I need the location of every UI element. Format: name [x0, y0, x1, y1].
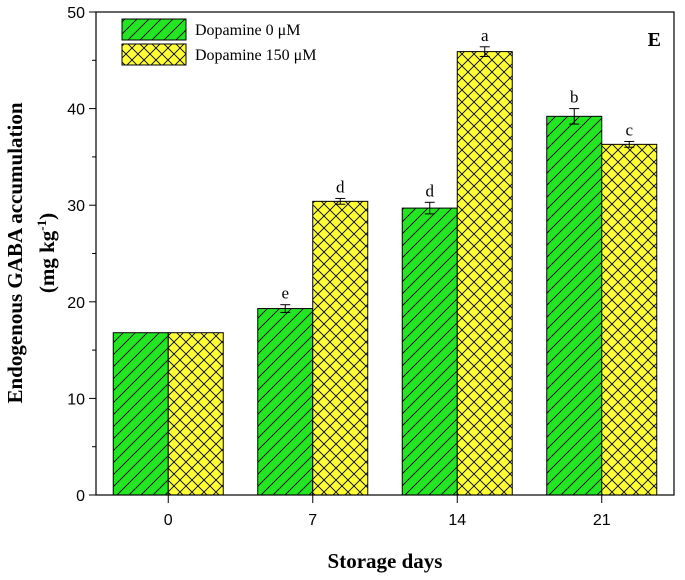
y-tick-label-0: 0: [76, 488, 85, 505]
bar-s1-day-21: [601, 143, 658, 496]
y-axis-ticks: 0 10 20 30 40 50: [67, 5, 96, 505]
error-bars-layer: [280, 46, 635, 313]
bar-s0-day-21: [546, 115, 603, 496]
error-bar-s0-day-14: [424, 201, 435, 215]
error-bar-s0-day-7: [280, 304, 291, 313]
bars-layer: [112, 51, 658, 496]
x-tick-label-21: 21: [593, 512, 611, 529]
legend: Dopamine 0 μM Dopamine 150 μM: [121, 18, 316, 66]
legend-label-series-0: Dopamine 0 μM: [195, 22, 300, 39]
bar-s1-day-7: [312, 200, 369, 496]
bar-s0-day-14: [401, 207, 458, 496]
y-tick-label-40: 40: [67, 102, 85, 119]
panel-label: E: [648, 29, 661, 51]
x-tick-label-7: 7: [308, 512, 317, 529]
error-bar-s1-day-21: [624, 140, 635, 148]
sig-label-s0-day-14: d: [426, 181, 435, 200]
bar-s1-day-0: [167, 332, 224, 496]
bar-s0-day-7: [257, 308, 314, 496]
sig-label-s1-day-14: a: [481, 26, 489, 45]
y-axis-unit: (mg kg-1): [34, 213, 59, 293]
y-axis-unit-text: (mg kg-1): [34, 213, 59, 293]
y-unit-prefix: (mg kg: [35, 230, 59, 293]
y-tick-label-30: 30: [67, 198, 85, 215]
sig-label-s1-day-21: c: [625, 120, 633, 139]
y-unit-superscript: -1: [34, 220, 49, 231]
sig-label-s1-day-7: d: [336, 177, 345, 196]
x-tick-label-0: 0: [164, 512, 173, 529]
error-bar-s1-day-14: [479, 46, 490, 57]
error-bar-s1-day-7: [335, 197, 346, 205]
bar-s1-day-14: [456, 51, 513, 496]
y-axis-title: Endogenous GABA accumulation: [3, 102, 27, 403]
sig-label-s0-day-7: e: [281, 284, 289, 303]
sig-label-s0-day-21: b: [570, 88, 579, 107]
y-axis-title-line1: Endogenous GABA accumulation: [3, 102, 27, 403]
legend-swatch-series-0: [121, 18, 187, 41]
significance-labels-layer: e d d a b c: [281, 26, 633, 303]
legend-swatch-series-1: [121, 43, 187, 66]
x-axis-ticks: 0 7 14 21: [164, 495, 611, 529]
x-axis-title: Storage days: [328, 549, 443, 573]
y-unit-suffix: ): [35, 213, 59, 220]
y-tick-label-10: 10: [67, 391, 85, 408]
bar-s0-day-0: [112, 332, 169, 496]
legend-label-series-1: Dopamine 150 μM: [195, 47, 316, 64]
error-bar-s0-day-21: [569, 108, 580, 125]
y-tick-label-20: 20: [67, 295, 85, 312]
x-tick-label-14: 14: [448, 512, 466, 529]
y-tick-label-50: 50: [67, 5, 85, 22]
